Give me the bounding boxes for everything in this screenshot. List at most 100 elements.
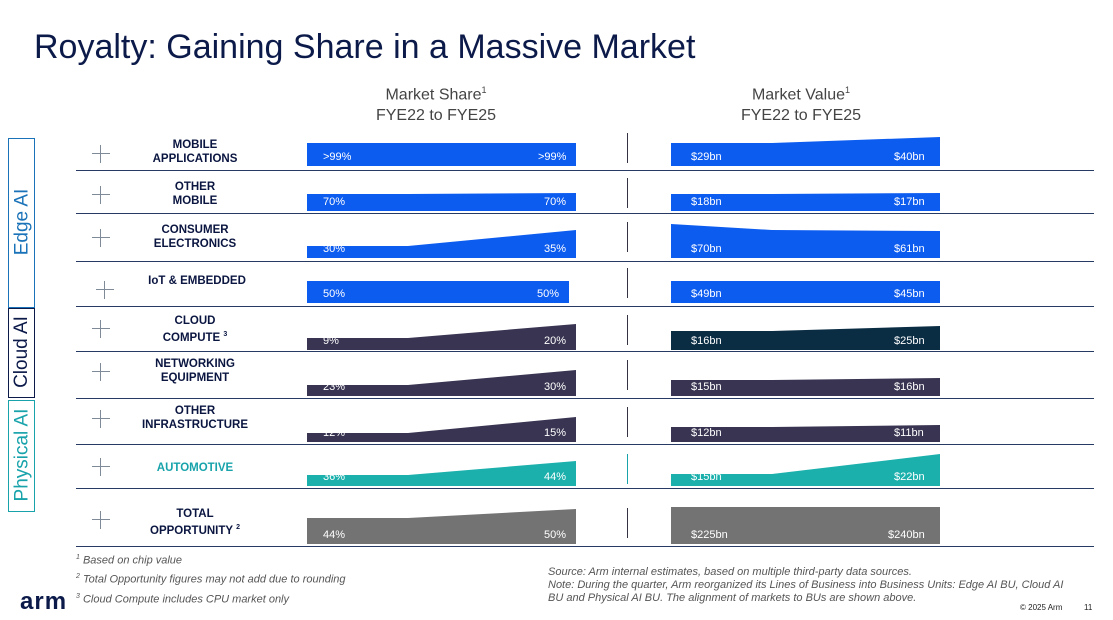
column-divider bbox=[627, 454, 628, 484]
market-value-footnote-ref: 1 bbox=[845, 85, 851, 95]
market-share-area-networking-equipment bbox=[307, 370, 576, 396]
page-title: Royalty: Gaining Share in a Massive Mark… bbox=[34, 28, 696, 66]
market-value-header: Market Value1 FYE22 to FYE25 bbox=[681, 80, 921, 126]
value-end-label-mobile-applications: $40bn bbox=[894, 151, 925, 163]
row-label-consumer-electronics: CONSUMER ELECTRONICS bbox=[153, 224, 237, 250]
plus-icon bbox=[92, 458, 110, 476]
value-start-label-other-infrastructure: $12bn bbox=[691, 427, 722, 439]
row-divider bbox=[76, 306, 1094, 307]
market-share-area-total-opportunity bbox=[307, 509, 576, 544]
row-label-iot-embedded: IoT & EMBEDDED bbox=[148, 275, 246, 287]
value-end-label-other-infrastructure: $11bn bbox=[894, 427, 924, 439]
value-end-label-consumer-electronics: $61bn bbox=[894, 243, 925, 255]
market-share-area-mobile-applications bbox=[307, 143, 576, 166]
row-divider bbox=[76, 261, 1094, 262]
market-share-area-iot-embedded bbox=[307, 281, 569, 303]
value-start-label-iot-embedded: $49bn bbox=[691, 288, 722, 300]
market-share-footnote-ref: 1 bbox=[481, 85, 487, 95]
copyright: © 2025 Arm bbox=[1020, 603, 1063, 612]
share-start-label-cloud-compute: 9% bbox=[323, 335, 339, 347]
column-divider bbox=[627, 222, 628, 252]
market-value-area-networking-equipment bbox=[671, 378, 940, 396]
plus-icon bbox=[92, 229, 110, 247]
market-value-area-mobile-applications bbox=[671, 137, 940, 166]
market-value-area-cloud-compute bbox=[671, 326, 940, 350]
row-label-other-infrastructure: OTHER INFRASTRUCTURE bbox=[141, 405, 249, 431]
share-start-label-total-opportunity: 44% bbox=[323, 529, 346, 541]
physical-ai-group-box bbox=[8, 400, 35, 512]
arm-logo: arm bbox=[20, 588, 68, 615]
share-start-label-automotive: 36% bbox=[323, 471, 346, 483]
page-number: 11 bbox=[1084, 603, 1093, 612]
row-label-total-opportunity: TOTAL OPPORTUNITY 2 bbox=[150, 508, 240, 537]
share-start-label-consumer-electronics: 30% bbox=[323, 243, 346, 255]
source-note: Source: Arm internal estimates, based on… bbox=[548, 566, 1068, 605]
footnote-3: 3 Cloud Compute includes CPU market only bbox=[76, 593, 290, 606]
market-share-title: Market Share bbox=[385, 86, 482, 104]
share-start-label-other-infrastructure: 12% bbox=[323, 427, 346, 439]
row-label-cloud-compute: CLOUD COMPUTE 3 bbox=[162, 315, 228, 344]
share-start-label-iot-embedded: 50% bbox=[323, 288, 346, 300]
market-value-area-consumer-electronics bbox=[671, 224, 940, 258]
row-divider bbox=[76, 351, 1094, 352]
share-end-label-cloud-compute: 20% bbox=[544, 335, 567, 347]
value-end-label-networking-equipment: $16bn bbox=[894, 381, 925, 393]
share-end-label-consumer-electronics: 35% bbox=[544, 243, 567, 255]
market-value-area-automotive bbox=[671, 454, 940, 486]
value-end-label-cloud-compute: $25bn bbox=[894, 335, 925, 347]
column-divider bbox=[627, 360, 628, 390]
plus-icon bbox=[96, 281, 114, 299]
row-label-networking-equipment: NETWORKING EQUIPMENT bbox=[155, 358, 235, 384]
value-end-label-iot-embedded: $45bn bbox=[894, 288, 925, 300]
share-end-label-total-opportunity: 50% bbox=[544, 529, 567, 541]
share-end-label-iot-embedded: 50% bbox=[537, 288, 560, 300]
column-divider bbox=[627, 315, 628, 345]
value-start-label-automotive: $15bn bbox=[691, 471, 722, 483]
row-divider bbox=[76, 488, 1094, 489]
market-value-period: FYE22 to FYE25 bbox=[740, 107, 862, 125]
share-start-label-other-mobile: 70% bbox=[323, 196, 346, 208]
market-value-area-iot-embedded bbox=[671, 281, 940, 303]
plus-icon bbox=[92, 145, 110, 163]
value-start-label-networking-equipment: $15bn bbox=[691, 381, 722, 393]
market-share-area-consumer-electronics bbox=[307, 230, 576, 258]
edge-ai-group-box bbox=[8, 138, 35, 308]
row-label-mobile-applications: MOBILE APPLICATIONS bbox=[152, 139, 238, 165]
plus-icon bbox=[92, 363, 110, 381]
share-end-label-other-infrastructure: 15% bbox=[544, 427, 567, 439]
share-end-label-mobile-applications: >99% bbox=[538, 151, 567, 163]
column-divider bbox=[627, 268, 628, 298]
source-line: Source: Arm internal estimates, based on… bbox=[548, 566, 912, 578]
share-end-label-other-mobile: 70% bbox=[544, 196, 567, 208]
row-divider bbox=[76, 170, 1094, 171]
value-start-label-total-opportunity: $225bn bbox=[691, 529, 728, 541]
market-value-area-total-opportunity bbox=[671, 507, 940, 544]
footnote-1: 1 Based on chip value bbox=[76, 554, 183, 567]
row-label-automotive: AUTOMOTIVE bbox=[156, 462, 234, 474]
row-label-other-mobile: OTHER MOBILE bbox=[172, 181, 218, 207]
value-start-label-mobile-applications: $29bn bbox=[691, 151, 722, 163]
market-share-area-automotive bbox=[307, 461, 576, 486]
market-value-title: Market Value bbox=[751, 86, 846, 104]
market-share-header: Market Share1 FYE22 to FYE25 bbox=[316, 80, 556, 126]
column-divider bbox=[627, 508, 628, 538]
plus-icon bbox=[92, 410, 110, 428]
footnote-2: 2 Total Opportunity figures may not add … bbox=[76, 573, 346, 586]
row-divider bbox=[76, 398, 1094, 399]
reorg-note: Note: During the quarter, Arm reorganize… bbox=[548, 579, 1064, 604]
share-start-label-networking-equipment: 23% bbox=[323, 381, 346, 393]
market-value-area-other-infrastructure bbox=[671, 425, 940, 442]
share-start-label-mobile-applications: >99% bbox=[323, 151, 352, 163]
share-end-label-automotive: 44% bbox=[544, 471, 567, 483]
value-end-label-other-mobile: $17bn bbox=[894, 196, 925, 208]
row-divider bbox=[76, 213, 1094, 214]
column-divider bbox=[627, 178, 628, 208]
column-divider bbox=[627, 407, 628, 437]
row-divider bbox=[76, 444, 1094, 445]
value-start-label-other-mobile: $18bn bbox=[691, 196, 722, 208]
plus-icon bbox=[92, 186, 110, 204]
row-divider bbox=[76, 546, 1094, 547]
value-end-label-total-opportunity: $240bn bbox=[888, 529, 925, 541]
value-start-label-cloud-compute: $16bn bbox=[691, 335, 722, 347]
